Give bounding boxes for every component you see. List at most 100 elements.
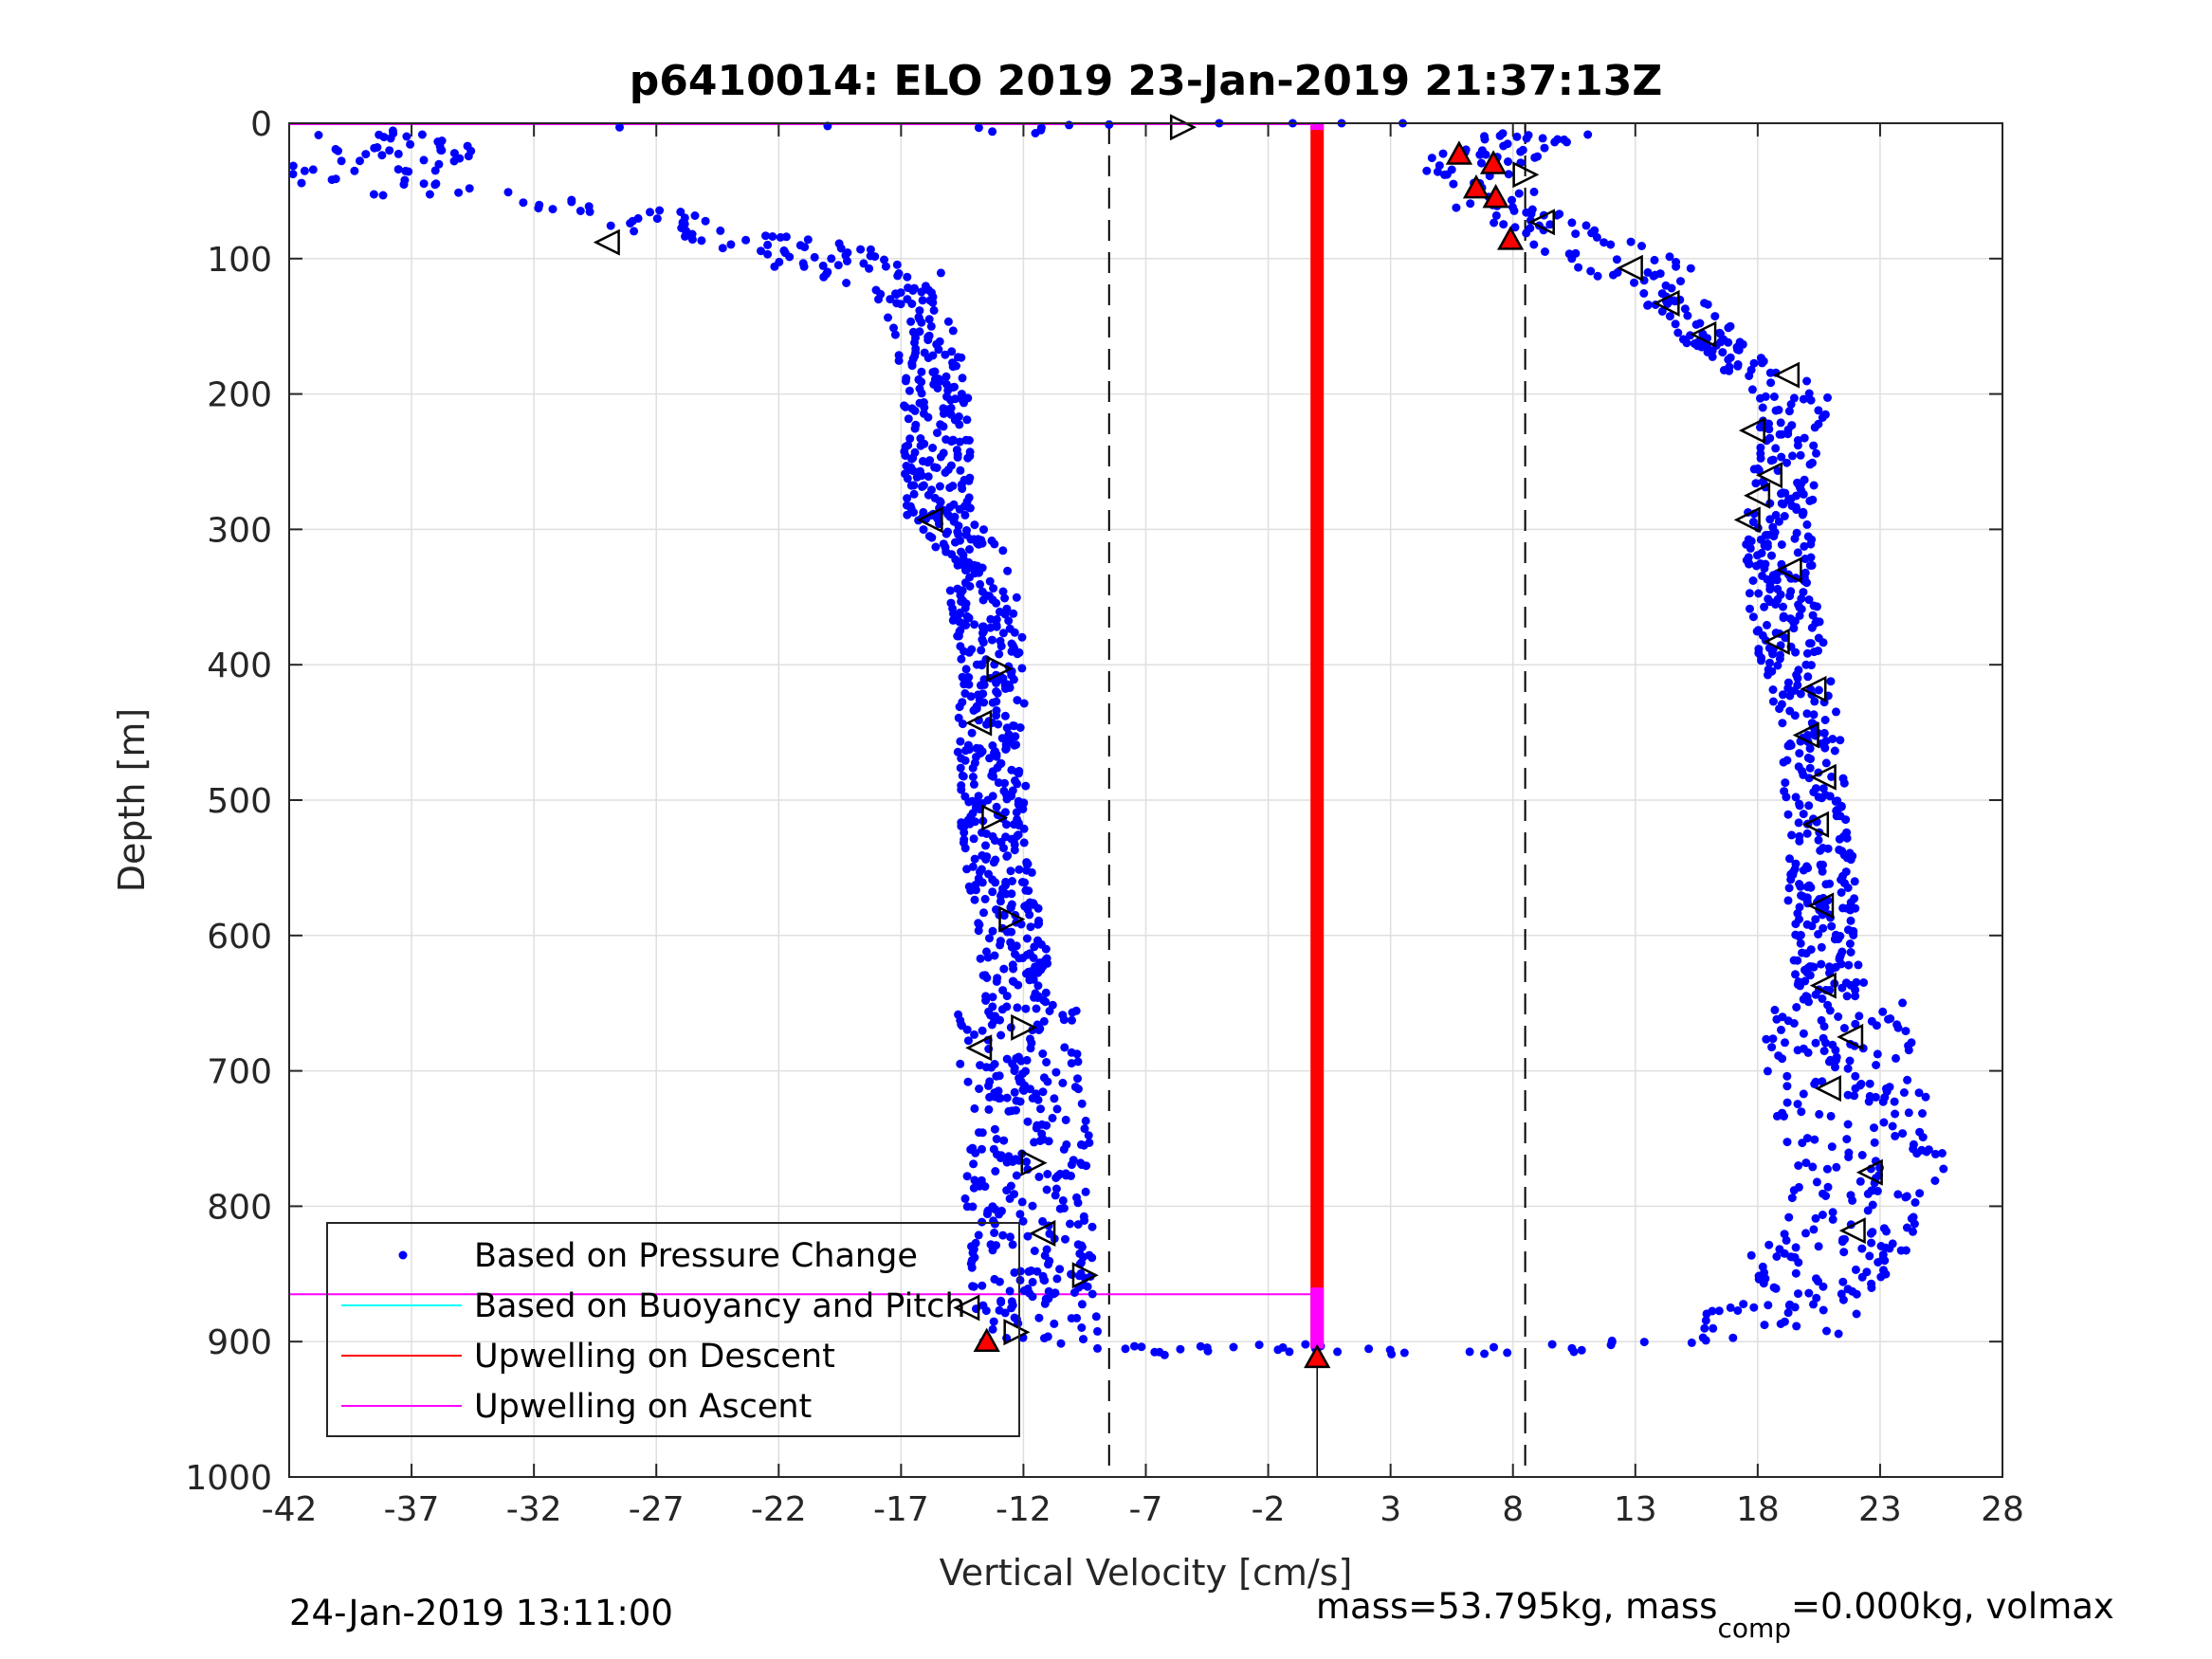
data-point — [988, 127, 997, 137]
legend-swatch-dot — [398, 1250, 408, 1260]
data-point — [1060, 1043, 1069, 1052]
data-point — [1820, 743, 1830, 753]
data-point — [1698, 329, 1708, 338]
data-point — [465, 184, 474, 193]
data-point — [935, 482, 944, 491]
data-point — [1893, 1190, 1903, 1199]
data-point — [1840, 1234, 1849, 1244]
data-point — [977, 646, 986, 655]
data-point — [1817, 942, 1826, 952]
data-point — [941, 350, 950, 359]
hollow-triangle-marker — [1755, 462, 1783, 489]
data-point — [1805, 744, 1815, 754]
data-point — [960, 647, 968, 656]
data-point — [1795, 880, 1804, 888]
data-point — [979, 525, 988, 535]
data-point — [1030, 900, 1039, 909]
data-point — [1022, 934, 1032, 943]
data-point — [1007, 765, 1016, 775]
data-point — [1503, 139, 1512, 149]
data-point — [1778, 1108, 1787, 1118]
data-point — [1783, 896, 1793, 905]
x-tick-label: 18 — [1736, 1490, 1780, 1529]
data-point — [948, 604, 958, 613]
data-point — [962, 415, 972, 425]
data-point — [1072, 1193, 1081, 1202]
data-point — [1044, 1294, 1053, 1304]
data-point — [1818, 1211, 1827, 1219]
data-point — [996, 674, 1005, 684]
data-point — [866, 245, 875, 254]
data-point — [1817, 1015, 1826, 1025]
data-point — [963, 815, 973, 825]
footer-date: 24-Jan-2019 13:11:00 — [289, 1593, 673, 1633]
data-point — [905, 434, 915, 444]
data-point — [1022, 1158, 1032, 1166]
data-point — [1939, 1164, 1948, 1174]
data-point — [1885, 1244, 1894, 1253]
data-point — [1782, 1098, 1792, 1107]
data-point — [1728, 1333, 1738, 1342]
data-point — [503, 188, 513, 197]
data-point — [1074, 1271, 1084, 1281]
data-point — [956, 737, 965, 746]
data-point — [964, 797, 974, 807]
data-point — [1843, 1064, 1853, 1073]
data-point — [1137, 1342, 1146, 1352]
data-point — [449, 156, 459, 166]
data-point — [1065, 120, 1074, 130]
data-point — [1196, 1341, 1205, 1351]
data-point — [1839, 831, 1849, 841]
data-point — [1760, 602, 1769, 611]
data-point — [1643, 267, 1653, 277]
data-point — [1029, 953, 1038, 962]
data-point — [1004, 1106, 1014, 1116]
hollow-triangle-marker — [1690, 320, 1717, 348]
data-point — [1801, 949, 1811, 958]
data-point — [1021, 885, 1031, 895]
data-point — [1514, 189, 1524, 198]
data-point — [1914, 1088, 1924, 1098]
data-point — [1843, 1090, 1853, 1100]
data-point — [1842, 1135, 1852, 1144]
data-point — [970, 1030, 978, 1039]
data-point — [1724, 337, 1733, 347]
data-point — [1567, 218, 1577, 228]
data-point — [1857, 1151, 1867, 1159]
data-point — [1130, 1341, 1139, 1351]
data-point — [1027, 867, 1036, 877]
data-point — [990, 1229, 999, 1237]
data-point — [967, 1242, 976, 1251]
data-point — [956, 1059, 965, 1068]
data-point — [1002, 1093, 1012, 1103]
data-point — [1796, 450, 1805, 460]
data-point — [976, 579, 985, 589]
data-point — [1042, 1121, 1051, 1130]
data-point — [1811, 784, 1820, 793]
data-point — [1837, 802, 1846, 811]
data-point — [1254, 1340, 1264, 1350]
data-point — [1726, 1303, 1735, 1312]
data-point — [1773, 466, 1782, 475]
y-axis-label: Depth [m] — [111, 708, 153, 893]
data-point — [914, 374, 923, 384]
data-point — [842, 279, 851, 287]
data-point — [1809, 1300, 1818, 1309]
data-point — [928, 444, 938, 452]
data-point — [1774, 1051, 1783, 1061]
data-point — [1778, 690, 1787, 700]
data-point — [955, 617, 964, 627]
data-point — [535, 200, 544, 210]
data-point — [1013, 1003, 1022, 1012]
data-point — [1758, 403, 1767, 412]
data-point — [1782, 756, 1792, 765]
data-point — [1639, 1338, 1649, 1347]
data-point — [1644, 301, 1653, 309]
data-point — [1817, 793, 1826, 803]
data-point — [1069, 1156, 1078, 1165]
data-point — [1800, 475, 1809, 484]
data-point — [999, 1136, 1009, 1145]
data-point — [1763, 620, 1771, 629]
data-point — [903, 510, 912, 520]
data-point — [1036, 965, 1046, 975]
